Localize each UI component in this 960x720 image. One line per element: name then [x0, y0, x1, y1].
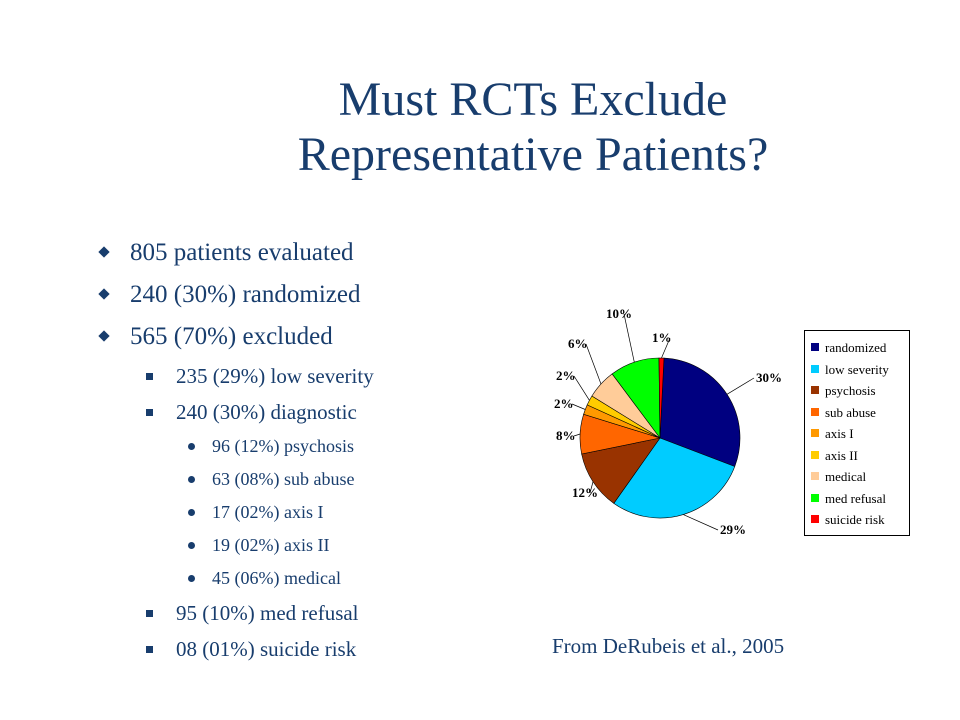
legend-label: medical — [825, 469, 867, 484]
bullet-item-level-3: 45 (06%) medical — [96, 562, 556, 595]
legend-swatch — [811, 429, 819, 437]
legend-swatch — [811, 493, 819, 502]
legend-swatch — [811, 472, 819, 480]
bullet-text: 95 (10%) med refusal — [176, 601, 359, 625]
bullet-text: 235 (29%) low severity — [176, 364, 374, 388]
pie-data-label: 30% — [756, 370, 782, 385]
diamond-bullet-icon — [98, 288, 110, 300]
legend-swatch — [811, 343, 819, 351]
legend-entry: low severity — [811, 359, 909, 381]
square-bullet-icon — [146, 646, 153, 653]
square-bullet-icon — [146, 610, 153, 617]
bullet-text: 17 (02%) axis I — [212, 502, 324, 522]
pie-data-label: 6% — [568, 336, 588, 351]
pie-leader-line — [589, 481, 594, 494]
pie-slice-randomized — [659, 357, 741, 467]
chart-legend: randomized low severity psychosis sub abuse… — [804, 330, 910, 536]
bullet-item-level-3: 96 (12%) psychosis — [96, 430, 556, 463]
pie-data-label: 29% — [720, 522, 746, 537]
bullet-item-level-1: 805 patients evaluated — [96, 232, 556, 274]
pie-leader-line — [571, 403, 586, 410]
pie-data-label: 10% — [606, 306, 632, 321]
diamond-bullet-icon — [98, 330, 110, 342]
bullet-item-level-3: 63 (08%) sub abuse — [96, 463, 556, 496]
legend-swatch — [811, 364, 819, 373]
source-citation: From DeRubeis et al., 2005 — [552, 634, 785, 658]
pie-slice-suicide-risk — [658, 357, 665, 439]
pie-data-label: 2% — [556, 368, 576, 383]
legend-swatch — [811, 407, 819, 416]
legend-swatch — [811, 450, 819, 459]
pie-leader-line — [573, 375, 590, 401]
pie-leader-line — [683, 514, 719, 531]
legend-label: med refusal — [825, 490, 887, 506]
round-bullet-icon — [188, 542, 195, 549]
legend-label: psychosis — [825, 383, 876, 398]
pie-chart-svg: 30% 29% 12% 8% 2% 2% 6% 10% 1% — [554, 306, 782, 537]
legend-label: suicide risk — [825, 512, 885, 527]
diamond-bullet-icon — [98, 246, 110, 258]
bullet-text: 63 (08%) sub abuse — [212, 469, 355, 489]
legend-swatch — [811, 386, 819, 394]
bullet-text: 45 (06%) medical — [212, 568, 341, 588]
legend-label: axis I — [825, 426, 854, 441]
pie-leader-line — [573, 433, 581, 437]
round-bullet-icon — [188, 575, 195, 582]
bullet-text: 240 (30%) randomized — [130, 281, 361, 308]
bullet-item-level-1: 240 (30%) randomized — [96, 274, 556, 316]
legend-entry: axis II — [811, 445, 909, 467]
legend-entry: psychosis — [811, 380, 909, 402]
pie-leader-line — [726, 377, 755, 395]
pie-leader-line — [661, 337, 671, 359]
bullet-item-level-3: 17 (02%) axis I — [96, 496, 556, 529]
round-bullet-icon — [188, 509, 195, 516]
bullet-text: 565 (70%) excluded — [130, 323, 333, 350]
bullet-text: 08 (01%) suicide risk — [176, 637, 357, 661]
legend-label: sub abuse — [825, 404, 876, 420]
pie-data-label: 12% — [572, 485, 598, 500]
legend-entry: randomized — [811, 337, 909, 359]
legend-entry: axis I — [811, 423, 909, 445]
square-bullet-icon — [146, 409, 153, 416]
bullet-item-level-2: 95 (10%) med refusal — [96, 595, 556, 631]
legend-entry: sub abuse — [811, 402, 909, 424]
bullet-list: 805 patients evaluated 240 (30%) randomiz… — [96, 232, 556, 667]
bullet-item-level-3: 19 (02%) axis II — [96, 529, 556, 562]
pie-leader-line — [623, 313, 635, 363]
slide-title-line-2: Representative Patients? — [297, 128, 769, 181]
bullet-item-level-2: 235 (29%) low severity — [96, 358, 556, 394]
pie-leader-line — [585, 343, 602, 385]
bullet-text: 805 patients evaluated — [130, 239, 354, 266]
legend-entry: medical — [811, 466, 909, 488]
pie-chart: 30% 29% 12% 8% 2% 2% 6% 10% 1% — [520, 290, 790, 550]
legend-entry: med refusal — [811, 488, 909, 510]
bullet-text: 240 (30%) diagnostic — [176, 400, 357, 424]
pie-data-label: 1% — [652, 330, 672, 345]
square-bullet-icon — [146, 373, 153, 380]
legend-label: low severity — [825, 361, 889, 377]
pie-data-label: 8% — [556, 428, 576, 443]
slide-title-line-1: Must RCTs Exclude — [338, 73, 728, 126]
legend-label: axis II — [825, 447, 858, 463]
bullet-item-level-2: 240 (30%) diagnostic — [96, 394, 556, 430]
legend-entry: suicide risk — [811, 509, 909, 531]
bullet-item-level-1: 565 (70%) excluded — [96, 316, 556, 358]
legend-label: randomized — [825, 340, 887, 355]
bullet-text: 19 (02%) axis II — [212, 535, 330, 555]
bullet-text: 96 (12%) psychosis — [212, 436, 354, 456]
pie-slice-low-severity — [613, 437, 736, 519]
bullet-item-level-2: 08 (01%) suicide risk — [96, 631, 556, 667]
pie-slice-psychosis — [581, 437, 661, 504]
legend-swatch — [811, 515, 819, 523]
round-bullet-icon — [188, 476, 195, 483]
round-bullet-icon — [188, 443, 195, 450]
pie-data-label: 2% — [554, 396, 574, 411]
